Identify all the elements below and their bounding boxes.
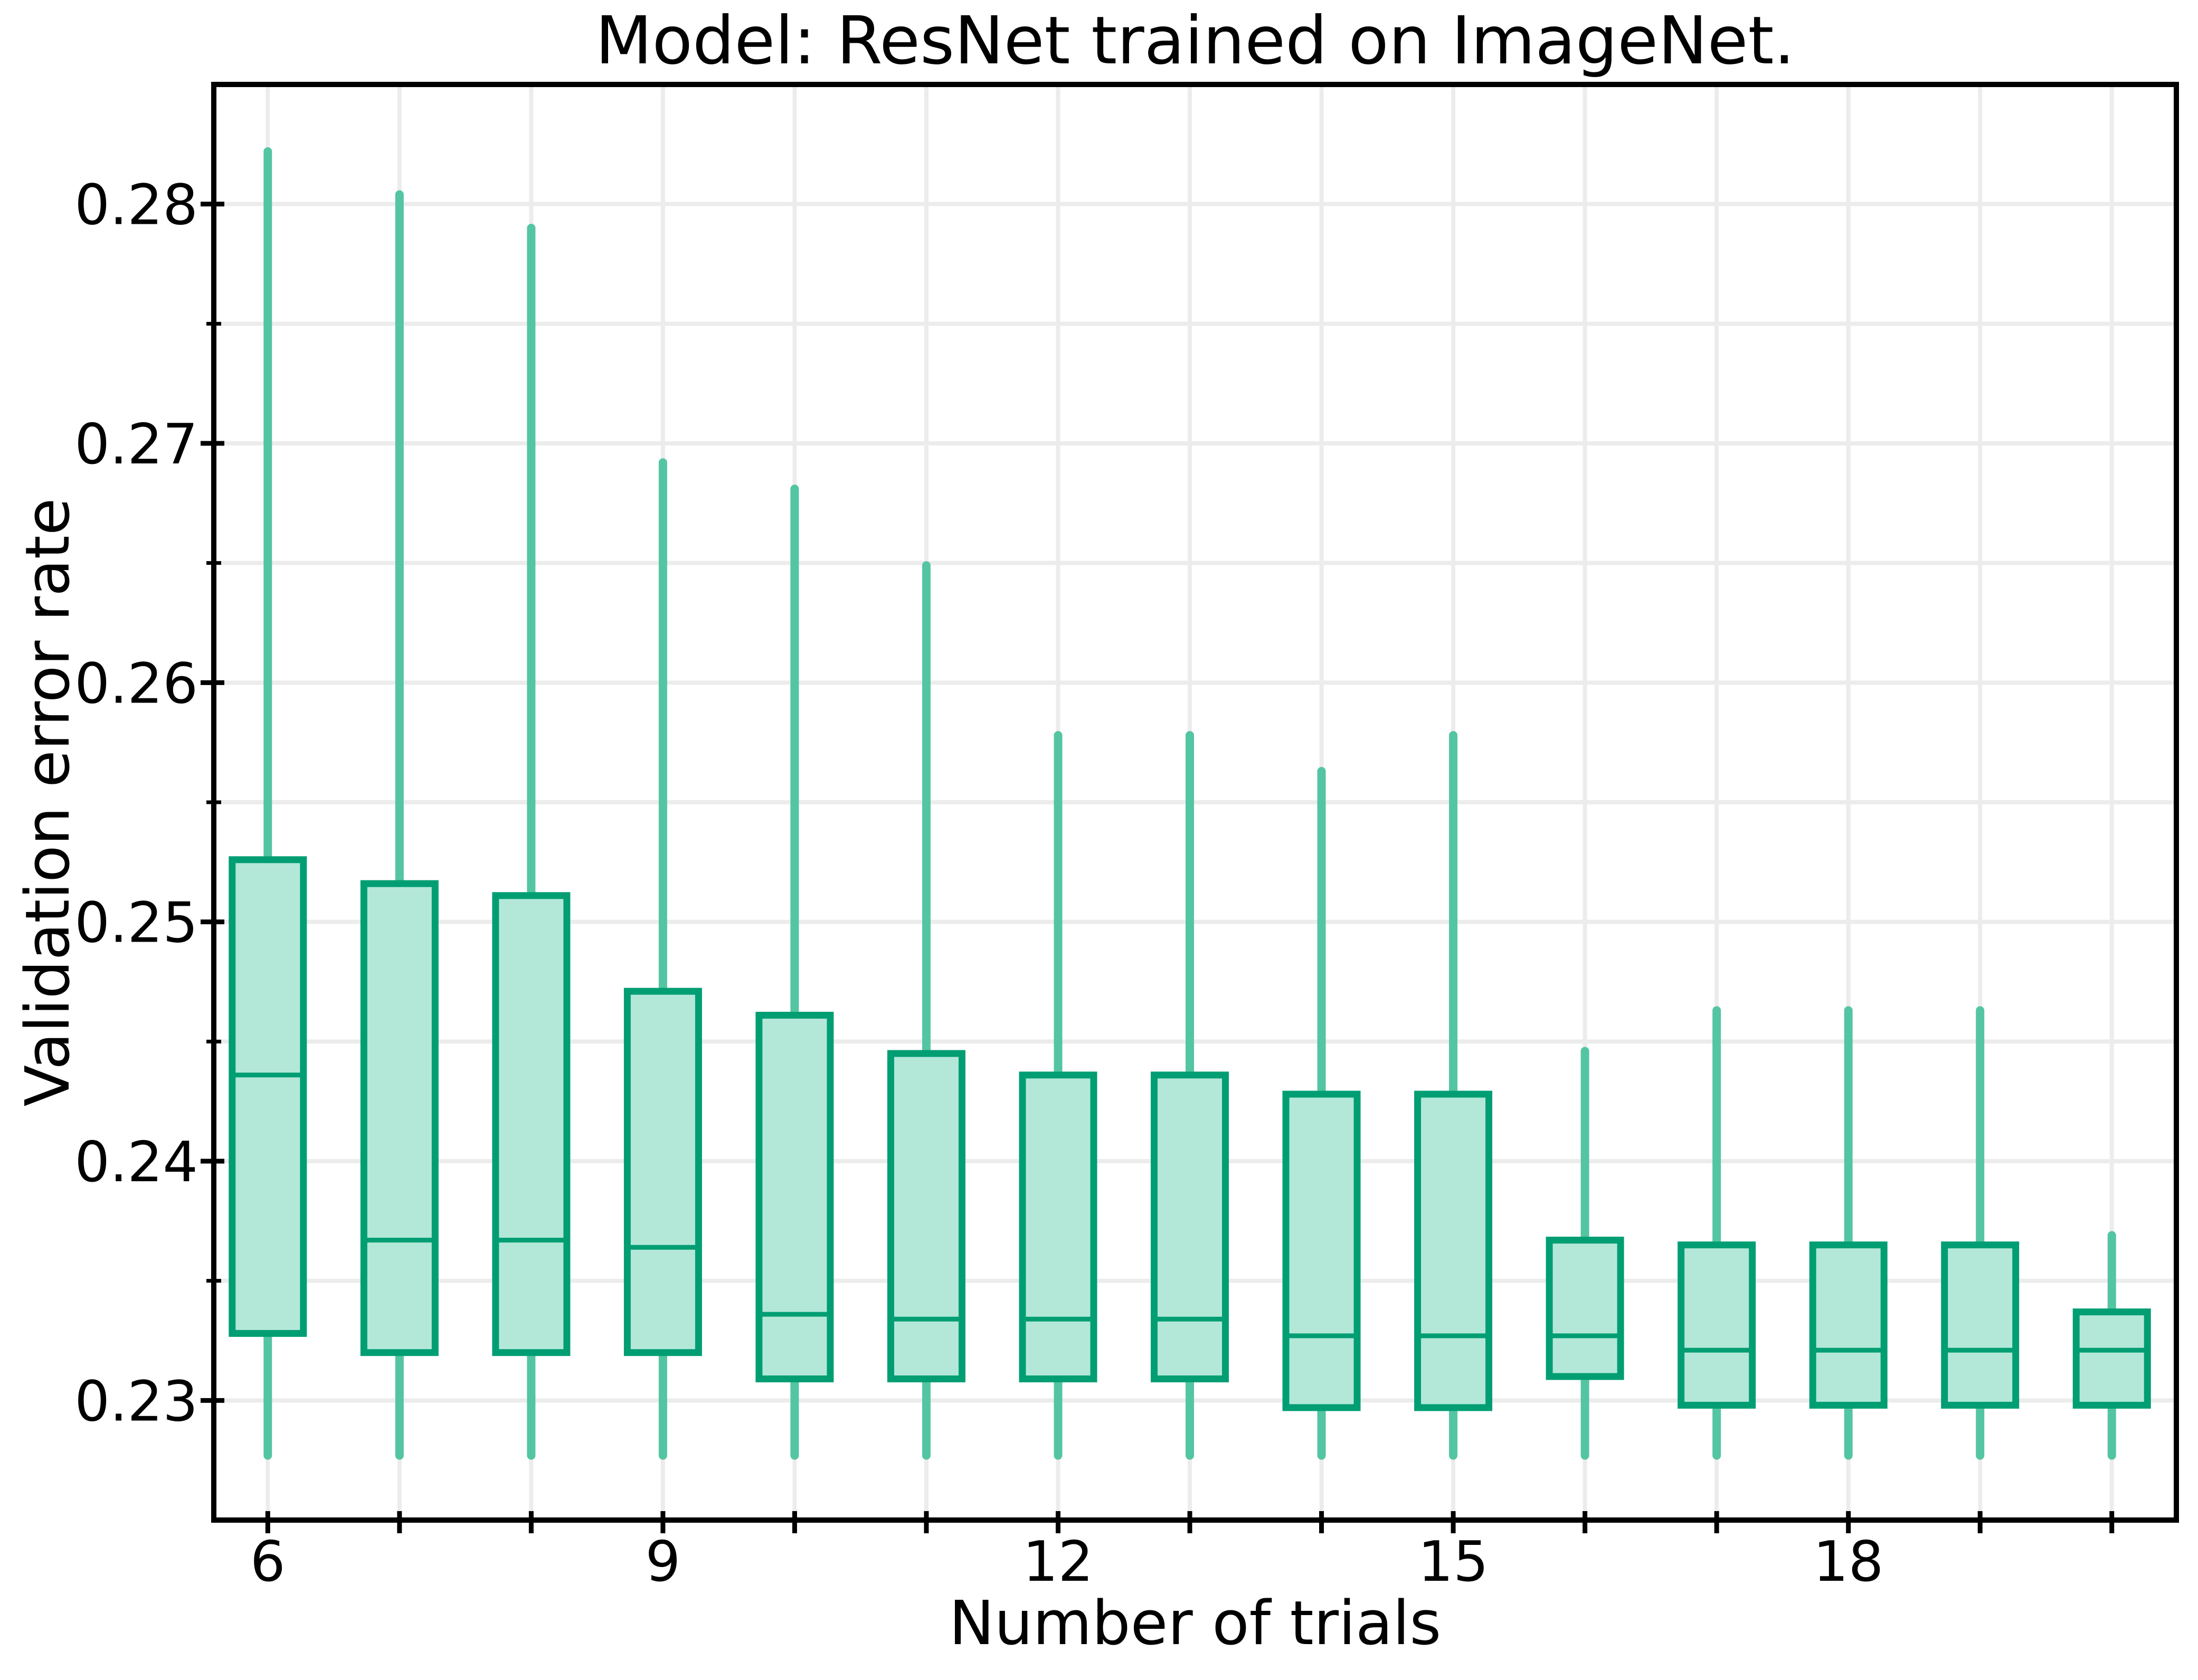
- label-layer: Model: ResNet trained on ImageNet. Numbe…: [13, 3, 1795, 1659]
- box-trial-9: [623, 458, 702, 1460]
- x-axis-label: Number of trials: [949, 1588, 1442, 1659]
- iqr-box: [1414, 1090, 1493, 1411]
- y-tick-label: 0.25: [74, 891, 198, 955]
- x-tick-label: 12: [1023, 1530, 1094, 1594]
- iqr-box: [1151, 1071, 1229, 1383]
- iqr-box: [360, 880, 439, 1356]
- box-trial-16: [1546, 1047, 1624, 1460]
- iqr-box: [1941, 1241, 2020, 1409]
- box-trial-6: [229, 147, 307, 1460]
- box-trial-10: [755, 485, 834, 1460]
- y-axis-label: Validation error rate: [13, 498, 83, 1107]
- axis-layer: 0.23 0.24 0.25 0.26 0.27 0.28 6 9 12 15 18: [74, 82, 2179, 1594]
- iqr-box: [1019, 1071, 1097, 1383]
- iqr-box: [492, 892, 571, 1356]
- box-trial-7: [360, 190, 439, 1460]
- box-trial-14: [1282, 767, 1361, 1460]
- box-trial-20: [2072, 1231, 2151, 1460]
- x-tick-label: 9: [645, 1530, 680, 1594]
- box-trial-13: [1151, 731, 1229, 1460]
- x-tick-label: 6: [250, 1530, 286, 1594]
- box-trial-19: [1941, 1006, 2020, 1460]
- box-layer: [229, 147, 2151, 1460]
- iqr-box: [1282, 1090, 1361, 1411]
- y-tick-label: 0.28: [74, 173, 198, 238]
- box-trial-12: [1019, 731, 1097, 1460]
- y-tick-label: 0.26: [74, 651, 198, 716]
- iqr-box: [229, 856, 307, 1337]
- x-tick-label: 15: [1418, 1530, 1489, 1594]
- box-trial-11: [887, 561, 965, 1460]
- iqr-box: [2072, 1308, 2151, 1409]
- box-trial-18: [1809, 1006, 1888, 1460]
- y-tick-label: 0.27: [74, 412, 198, 477]
- iqr-box: [1678, 1241, 1756, 1409]
- chart-title: Model: ResNet trained on ImageNet.: [595, 3, 1795, 79]
- box-trial-17: [1678, 1006, 1756, 1460]
- box-trial-15: [1414, 731, 1493, 1460]
- iqr-box: [887, 1050, 965, 1383]
- iqr-box: [623, 988, 702, 1356]
- iqr-box: [1546, 1237, 1624, 1380]
- iqr-box: [1809, 1241, 1888, 1409]
- y-tick-label: 0.24: [74, 1130, 198, 1194]
- iqr-box: [755, 1011, 834, 1383]
- box-trial-8: [492, 224, 571, 1460]
- x-tick-label: 18: [1813, 1530, 1884, 1594]
- y-tick-label: 0.23: [74, 1369, 198, 1434]
